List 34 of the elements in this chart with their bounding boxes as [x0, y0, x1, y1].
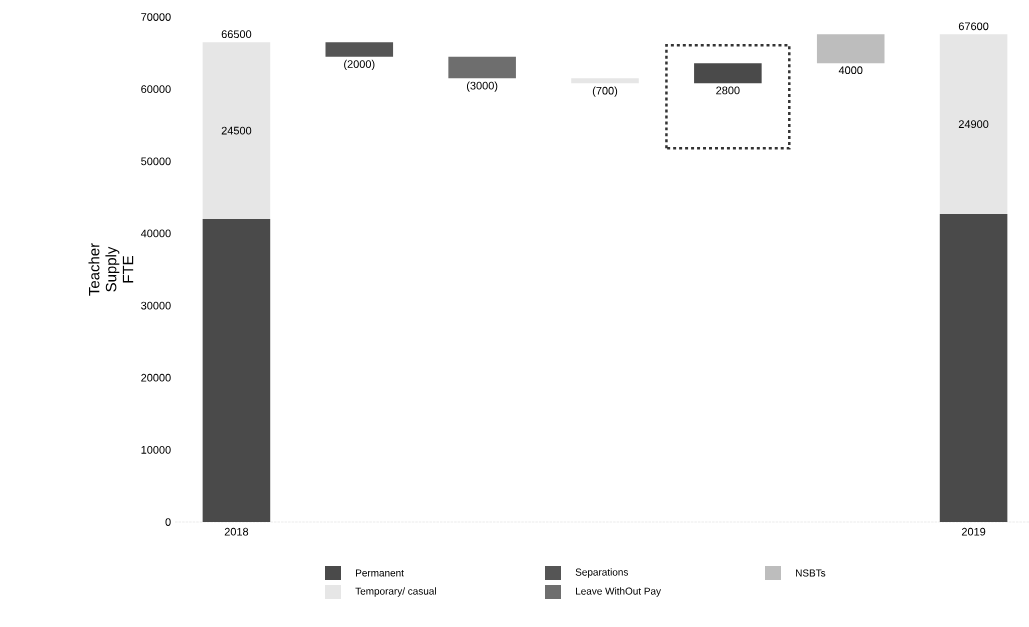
y-tick-label: 0: [165, 518, 171, 526]
y-tick-label: 40000: [140, 229, 171, 238]
y-tick-label: 50000: [141, 157, 171, 166]
bar: [694, 63, 762, 84]
bar: [939, 213, 1008, 522]
legend-label: Leave WithOut Pay: [576, 587, 662, 597]
data-label: 2800: [716, 86, 740, 95]
total-label: 67600: [958, 22, 989, 31]
y-tick-label: 60000: [141, 85, 171, 94]
legend-label: Permanent: [356, 569, 404, 577]
data-label: (3000): [466, 81, 498, 92]
bar: [939, 34, 1008, 214]
bar: [325, 42, 394, 57]
x-tick-label: 2018: [224, 527, 249, 536]
legend-label: NSBTs: [796, 569, 826, 577]
y-tick-label: 30000: [141, 301, 171, 310]
legend-label: Temporary/ casual: [355, 587, 436, 597]
y-tick-label: 70000: [141, 13, 171, 21]
data-label: (700): [592, 86, 618, 97]
total-label: 66500: [221, 30, 252, 39]
data-label: 24900: [958, 120, 989, 129]
y-axis-title: Teacher Supply FTE: [88, 243, 134, 296]
legend-label: Separations: [575, 568, 629, 578]
bar: [202, 219, 271, 522]
bar: [202, 42, 271, 219]
data-label: (2000): [344, 59, 375, 71]
data-label: 4000: [838, 66, 863, 75]
y-tick-label: 10000: [141, 445, 171, 454]
bar: [816, 34, 885, 64]
bar: [448, 56, 516, 79]
bar: [571, 78, 639, 84]
x-tick-label: 2019: [961, 527, 986, 536]
y-tick-label: 20000: [141, 373, 171, 382]
data-label: 24500: [221, 126, 252, 135]
